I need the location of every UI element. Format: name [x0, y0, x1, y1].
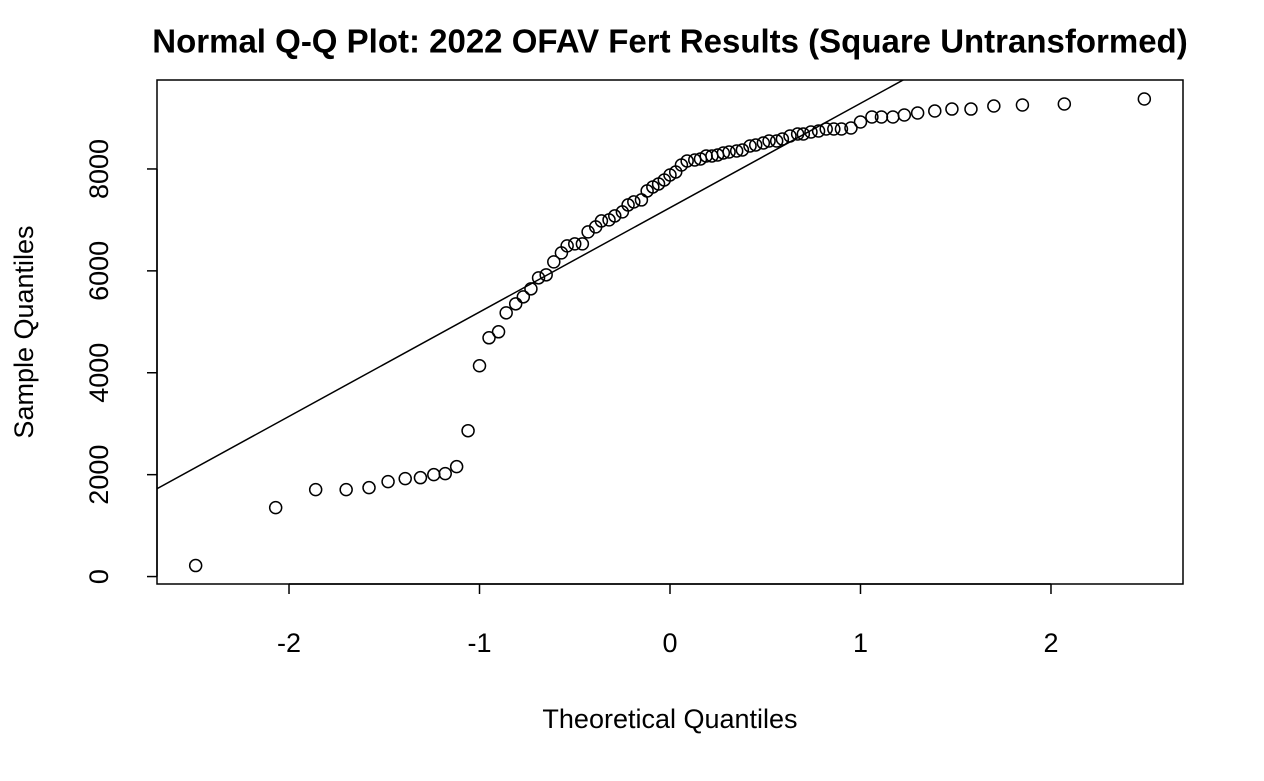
point: [547, 255, 561, 269]
point: [539, 268, 553, 282]
point: [508, 297, 523, 311]
point: [819, 122, 833, 136]
point: [608, 209, 622, 223]
point: [1015, 98, 1030, 112]
point: [398, 471, 412, 486]
point: [853, 115, 868, 129]
x-axis-label: Theoretical Quantiles: [542, 704, 797, 734]
point: [688, 153, 702, 167]
point: [516, 290, 531, 304]
point: [928, 104, 942, 118]
point: [945, 102, 959, 116]
x-tick-label: 2: [1043, 628, 1058, 658]
y-tick-label: 2000: [84, 445, 114, 505]
y-tick-label: 8000: [84, 139, 114, 199]
point: [897, 108, 912, 122]
point: [769, 134, 784, 148]
point: [722, 145, 736, 159]
point: [188, 558, 203, 573]
point: [268, 500, 283, 515]
point: [775, 132, 790, 146]
point: [844, 121, 858, 135]
y-axis-label: Sample Quantiles: [9, 225, 39, 438]
point: [1137, 92, 1152, 106]
point: [680, 154, 694, 168]
point: [627, 195, 641, 209]
point: [581, 225, 595, 239]
y-tick-label: 0: [84, 569, 114, 584]
point: [381, 474, 395, 489]
point: [362, 480, 376, 495]
point: [594, 214, 609, 228]
point: [482, 331, 496, 345]
point: [987, 99, 1001, 113]
point: [743, 139, 757, 153]
point: [827, 122, 841, 136]
point: [499, 306, 513, 320]
x-tick-label: -2: [277, 628, 301, 658]
point: [568, 237, 582, 251]
point: [748, 138, 763, 152]
point: [427, 467, 441, 482]
point: [790, 127, 805, 141]
point: [964, 102, 978, 116]
point: [449, 459, 464, 474]
point: [716, 146, 731, 160]
point: [531, 271, 546, 285]
point: [865, 110, 879, 124]
point: [910, 106, 925, 120]
point: [575, 237, 590, 251]
y-tick-label: 6000: [84, 241, 114, 301]
point: [729, 144, 744, 158]
point: [339, 482, 353, 497]
point: [834, 122, 849, 136]
point: [308, 482, 323, 497]
qq-line: [157, 80, 905, 490]
point: [762, 134, 776, 148]
point: [804, 125, 818, 139]
point: [796, 127, 811, 141]
point: [756, 136, 771, 150]
x-tick-label: 1: [853, 628, 868, 658]
x-tick-label: -1: [467, 628, 491, 658]
point: [413, 470, 428, 485]
point: [634, 193, 649, 207]
point: [472, 359, 487, 373]
point: [1057, 97, 1072, 111]
y-tick-label: 4000: [84, 343, 114, 403]
point: [491, 325, 506, 339]
point: [735, 143, 750, 157]
point: [886, 110, 900, 124]
point: [524, 282, 538, 296]
point: [438, 466, 452, 481]
plot-box: [156, 79, 1184, 585]
point: [783, 129, 797, 143]
x-tick-label: 0: [662, 628, 677, 658]
point: [461, 423, 475, 438]
point: [811, 124, 826, 138]
chart-title: Normal Q-Q Plot: 2022 OFAV Fert Results …: [152, 23, 1187, 60]
point: [560, 239, 574, 253]
